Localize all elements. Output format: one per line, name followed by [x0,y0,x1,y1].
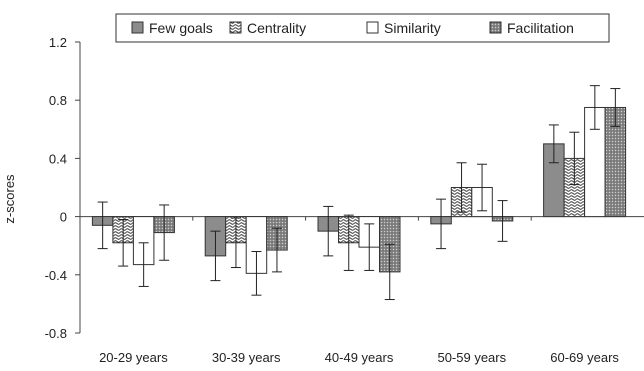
legend-label: Facilitation [507,20,574,36]
y-tick-label: -0.4 [45,268,67,283]
y-axis-label: z-scores [2,174,17,224]
legend-swatch-similarity [366,21,379,34]
y-tick-labels: -0.8 -0.4 0 0.4 0.8 1.2 [45,35,67,341]
y-tick-label: 0 [60,210,67,225]
legend-swatch-few-goals [131,21,144,34]
legend-frame [115,13,610,43]
y-tick-label: -0.8 [45,326,67,341]
bars [91,106,627,274]
legend-label: Centrality [247,20,306,36]
legend-label: Few goals [149,20,213,36]
x-tick-label: 30-39 years [212,350,281,365]
x-tick-label: 50-59 years [437,350,506,365]
legend-swatch-centrality [229,21,242,34]
error-bars [97,85,621,301]
x-tick-label: 20-29 years [99,350,168,365]
x-tick-labels: 20-29 years 30-39 years 40-49 years 50-59 y… [99,350,619,365]
y-tick-label: 0.8 [49,93,67,108]
legend: Few goals Centrality Similarity Facilitatio… [115,13,610,43]
x-tick-label: 40-49 years [325,350,394,365]
y-tick-label: 0.4 [49,151,67,166]
y-tick-label: 1.2 [49,35,67,50]
x-tick-label: 60-69 years [550,350,619,365]
legend-swatch-facilitation [489,21,502,34]
legend-label: Similarity [384,20,441,36]
